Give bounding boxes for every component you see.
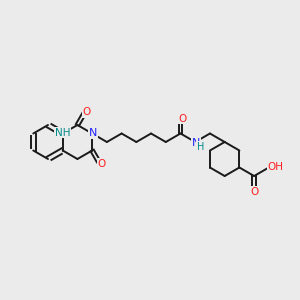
Text: O: O — [98, 158, 106, 169]
Text: N: N — [192, 138, 200, 148]
Text: O: O — [178, 114, 187, 124]
Text: NH: NH — [55, 128, 70, 137]
Text: O: O — [83, 107, 91, 117]
Text: N: N — [89, 128, 98, 139]
Text: OH: OH — [268, 161, 284, 172]
Text: O: O — [250, 187, 258, 197]
Text: H: H — [196, 142, 204, 152]
